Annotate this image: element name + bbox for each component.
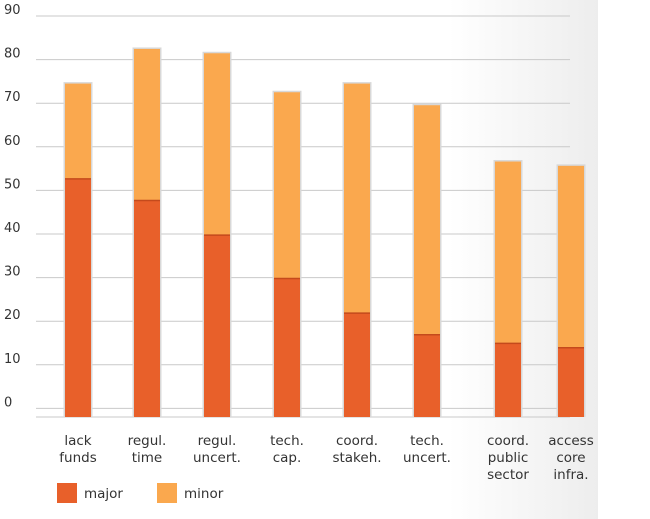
- bar-major: [65, 178, 91, 417]
- x-category-label: tech. uncert.: [403, 433, 451, 466]
- bar-major: [558, 347, 584, 417]
- y-tick-label: 20: [4, 308, 21, 323]
- x-category-label: lack funds: [59, 433, 96, 466]
- x-category-label: regul. uncert.: [193, 433, 241, 466]
- bar-minor: [274, 92, 300, 279]
- bar-minor: [204, 53, 230, 236]
- y-tick-label: 30: [4, 265, 21, 280]
- legend-label-major: major: [84, 486, 123, 502]
- bar-minor: [414, 105, 440, 335]
- bar-major: [495, 343, 521, 417]
- bar-minor: [65, 83, 91, 179]
- x-category-label: regul. time: [128, 433, 167, 466]
- y-tick-label: 10: [4, 352, 21, 367]
- bar-minor: [495, 161, 521, 344]
- x-category-label: coord. public sector: [487, 433, 529, 483]
- bar-major: [134, 200, 160, 417]
- y-tick-label: 80: [4, 47, 21, 62]
- x-category-label: coord. stakeh.: [332, 433, 381, 466]
- y-axis-tick-labels: 90 80 70 60 50 40 30 20 10 0: [4, 3, 21, 410]
- y-tick-label: 60: [4, 134, 21, 149]
- gridlines: [36, 15, 570, 418]
- bar-major: [414, 334, 440, 417]
- bar-major: [344, 313, 370, 417]
- y-tick-label: 40: [4, 221, 21, 236]
- bar-major: [204, 235, 230, 417]
- y-tick-label: 70: [4, 90, 21, 105]
- legend: major minor: [57, 483, 224, 503]
- y-tick-label: 90: [4, 3, 21, 18]
- bar-minor: [344, 83, 370, 314]
- bar-major: [274, 278, 300, 417]
- x-category-label: tech. cap.: [270, 433, 304, 466]
- bar-minor: [558, 165, 584, 348]
- bar-minor: [134, 48, 160, 201]
- legend-label-minor: minor: [184, 486, 224, 502]
- bars: [63, 47, 586, 418]
- y-tick-label: 50: [4, 177, 21, 192]
- y-tick-label: 0: [4, 395, 12, 410]
- x-axis-category-labels: lack funds regul. time regul. uncert. tech. cap…: [59, 433, 593, 483]
- legend-swatch-major: [57, 483, 77, 503]
- x-category-label: access core infra.: [548, 433, 594, 483]
- legend-swatch-minor: [157, 483, 177, 503]
